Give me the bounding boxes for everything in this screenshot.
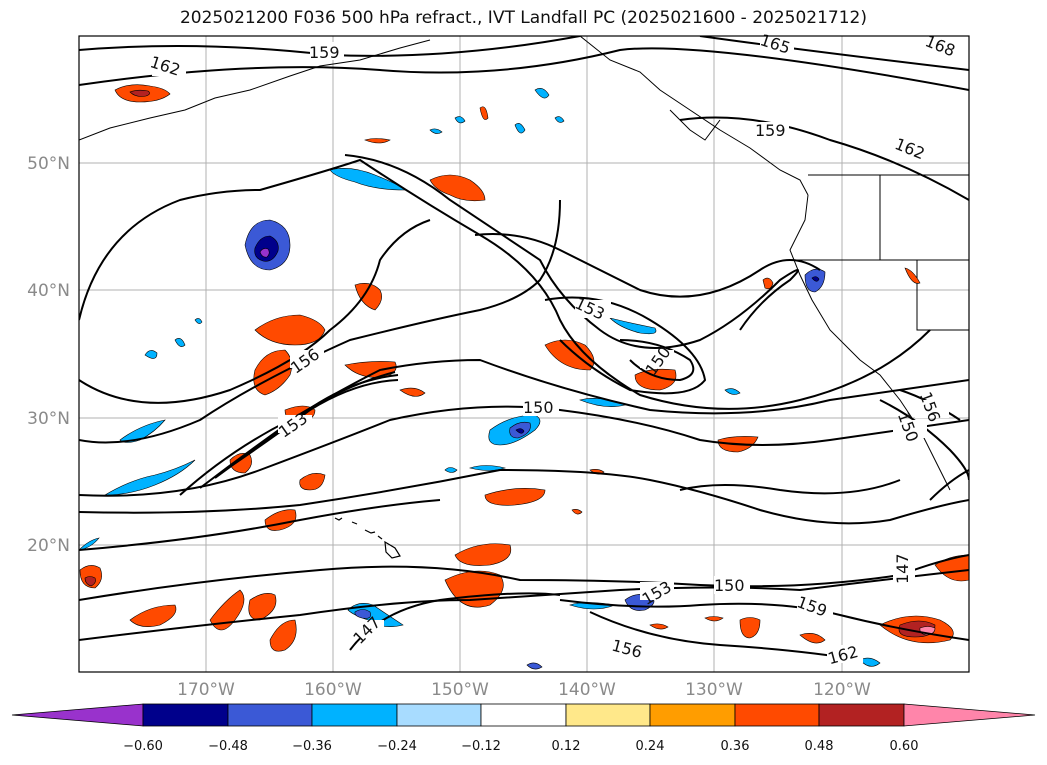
contour-label: 159 <box>755 121 786 140</box>
map-background <box>79 36 969 672</box>
colorbar-segment <box>142 703 229 727</box>
lat-label: 20°N <box>27 536 70 556</box>
colorbar-segment <box>480 703 567 727</box>
colorbar-segment <box>311 703 398 727</box>
longitude-labels: 170°W 160°W 150°W 140°W 130°W 120°W <box>177 680 871 700</box>
colorbar-tick: −0.12 <box>461 739 501 754</box>
colorbar-tick: 0.24 <box>636 739 665 754</box>
colorbar-segment <box>565 703 651 727</box>
graticule <box>79 36 969 672</box>
colorbar-segment <box>818 703 905 727</box>
colorbar-segment <box>649 703 736 727</box>
map-content <box>79 36 969 672</box>
height-contours <box>79 36 969 661</box>
colorbar-extend-low <box>11 703 144 727</box>
latitude-labels: 50°N 40°N 30°N 20°N <box>27 154 70 556</box>
lon-label: 170°W <box>177 680 235 700</box>
map-title: 2025021200 F036 500 hPa refract., IVT La… <box>179 8 867 28</box>
colorbar-tick: −0.36 <box>292 739 332 754</box>
lon-label: 160°W <box>304 680 362 700</box>
lat-label: 50°N <box>27 154 70 174</box>
contour-label: 150 <box>714 576 745 595</box>
colorbar-extend-high <box>903 703 1036 727</box>
colorbar-tick: 0.12 <box>552 739 581 754</box>
contour-label: 150 <box>523 398 554 417</box>
colorbar-segment <box>227 703 313 727</box>
colorbar-tick: −0.24 <box>377 739 417 754</box>
colorbar-tick: −0.48 <box>208 739 248 754</box>
contour-labels: 159 162 165 168 159 162 153 150 156 153 … <box>148 30 959 668</box>
anomaly-fills <box>79 84 969 670</box>
colorbar-tick: 0.36 <box>721 739 750 754</box>
map-frame <box>78 35 970 673</box>
lon-label: 130°W <box>685 680 743 700</box>
lon-label: 120°W <box>813 680 871 700</box>
lat-label: 30°N <box>27 409 70 429</box>
lon-label: 150°W <box>431 680 489 700</box>
contour-label: 159 <box>309 43 340 62</box>
colorbar-segment <box>734 703 820 727</box>
contour-label: 147 <box>893 553 912 584</box>
lat-label: 40°N <box>27 281 70 301</box>
colorbar-ticks: −0.60 −0.48 −0.36 −0.24 −0.12 0.12 0.24 … <box>123 739 918 754</box>
colorbar <box>11 703 1036 727</box>
colorbar-segment <box>396 703 482 727</box>
lon-label: 140°W <box>558 680 616 700</box>
colorbar-tick: −0.60 <box>123 739 163 754</box>
hawaii-islands <box>334 517 401 559</box>
colorbar-tick: 0.48 <box>805 739 834 754</box>
colorbar-tick: 0.60 <box>890 739 919 754</box>
